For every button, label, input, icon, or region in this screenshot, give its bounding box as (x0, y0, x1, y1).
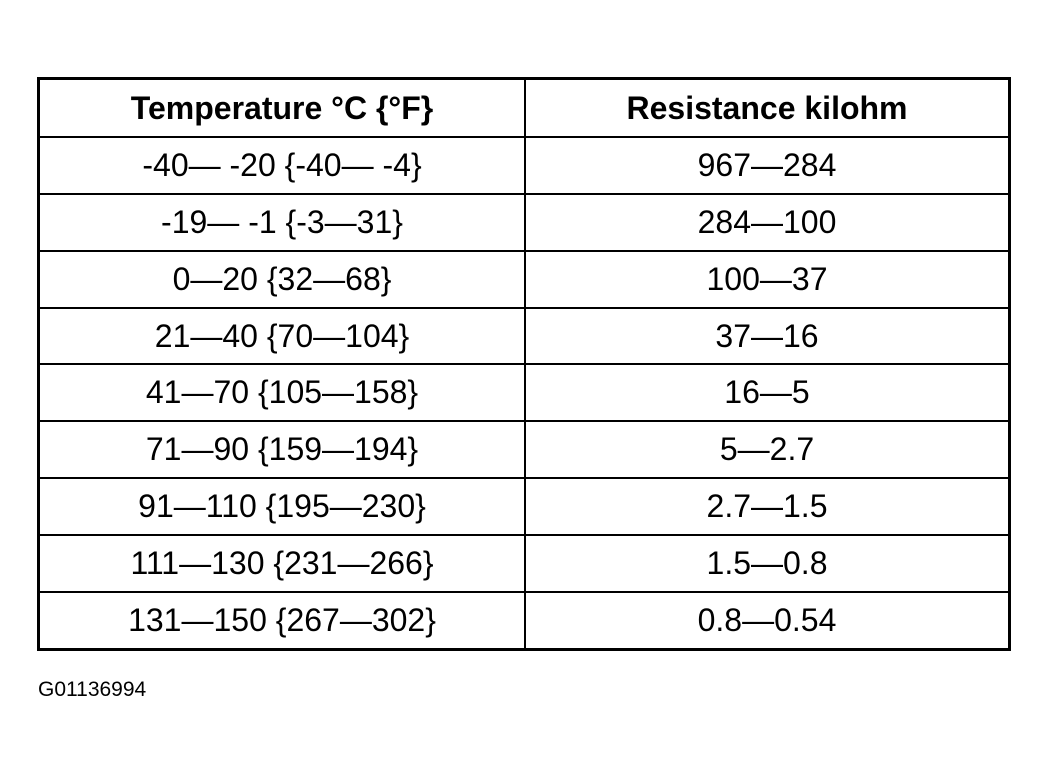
table-row: -40— -20 {-40— -4} 967—284 (37, 136, 1011, 195)
table-cell: 21—40 {70—104} (37, 306, 526, 366)
table-cell: 91—110 {195—230} (37, 477, 526, 537)
table-cell: 1.5—0.8 (524, 534, 1011, 593)
table-cell: 967—284 (524, 136, 1011, 195)
table-cell: 37—16 (524, 306, 1011, 366)
table-cell: 0—20 {32—68} (37, 249, 526, 309)
table-cell: 111—130 {231—266} (37, 534, 526, 593)
table-row: 0—20 {32—68} 100—37 (37, 249, 1011, 309)
resistance-table: Temperature °C {°F} Resistance kilohm -40… (37, 77, 1011, 651)
table-cell: 41—70 {105—158} (37, 363, 526, 423)
header-cell: Resistance kilohm (524, 77, 1011, 138)
table-cell: -40— -20 {-40— -4} (37, 136, 526, 195)
table-body: -40— -20 {-40— -4} 967—284 -19— -1 {-3—31}… (37, 136, 1011, 651)
table-cell: 16—5 (524, 363, 1011, 423)
table-row: 71—90 {159—194} 5—2.7 (37, 420, 1011, 480)
table-row: 41—70 {105—158} 16—5 (37, 363, 1011, 423)
table-cell: 2.7—1.5 (524, 477, 1011, 537)
table-row: 91—110 {195—230} 2.7—1.5 (37, 477, 1011, 537)
figure-code: G01136994 (38, 678, 147, 701)
table-cell: 284—100 (524, 192, 1011, 252)
header-row: Temperature °C {°F} Resistance kilohm (37, 77, 1011, 138)
table-row: 21—40 {70—104} 37—16 (37, 306, 1011, 366)
header-cell: Temperature °C {°F} (37, 77, 526, 138)
table-cell: 0.8—0.54 (524, 590, 1011, 651)
table-row: 131—150 {267—302} 0.8—0.54 (37, 590, 1011, 651)
table-cell: 131—150 {267—302} (37, 590, 526, 651)
table-row: 111—130 {231—266} 1.5—0.8 (37, 534, 1011, 593)
table-cell: 5—2.7 (524, 420, 1011, 480)
table-cell: 71—90 {159—194} (37, 420, 526, 480)
table-cell: -19— -1 {-3—31} (37, 192, 526, 252)
table-cell: 100—37 (524, 249, 1011, 309)
table-row: -19— -1 {-3—31} 284—100 (37, 192, 1011, 252)
